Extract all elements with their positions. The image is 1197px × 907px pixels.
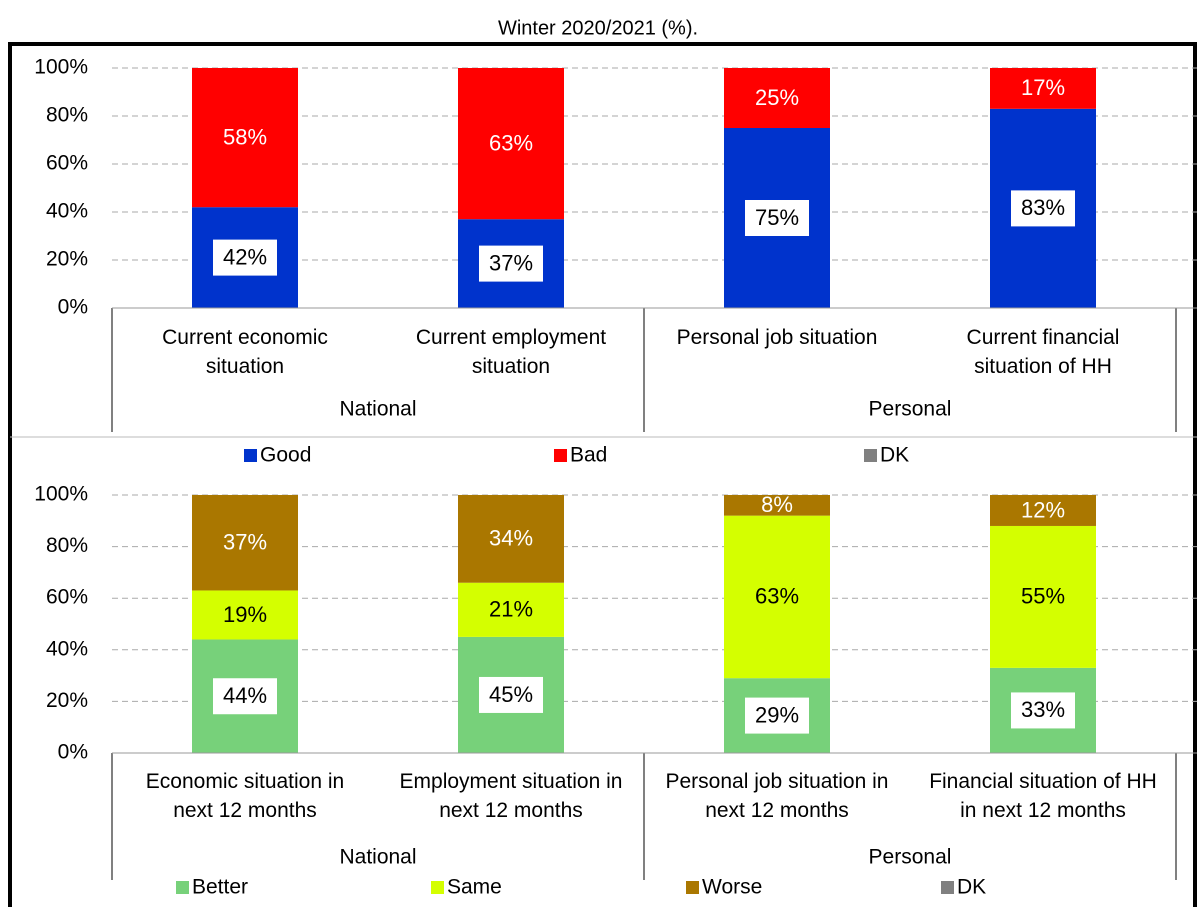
y-tick-label: 20% xyxy=(46,248,88,271)
data-label: 29% xyxy=(755,702,799,727)
group-label: Personal xyxy=(869,398,952,421)
legend-label: DK xyxy=(880,444,909,467)
x-tick-label: Current financial situation of HH xyxy=(966,326,1120,378)
x-tick-label: Personal job situation in next 12 months xyxy=(665,770,889,822)
data-label: 34% xyxy=(489,526,533,551)
x-tick-label: Personal job situation xyxy=(676,326,878,349)
data-label: 25% xyxy=(755,85,799,110)
y-tick-label: 100% xyxy=(34,56,88,79)
bar-segment xyxy=(724,515,830,679)
x-tick-label: Economic situation in next 12 months xyxy=(145,770,345,822)
label-box xyxy=(479,676,543,713)
x-tick-label: Financial situation of HH in next 12 mon… xyxy=(929,770,1157,822)
y-tick-label: 40% xyxy=(46,200,88,223)
data-label: 83% xyxy=(1021,195,1065,220)
chart-title: Winter 2020/2021 (%). xyxy=(498,17,698,39)
legend-marker xyxy=(176,881,189,894)
data-label: 8% xyxy=(761,492,793,517)
legend-label: Worse xyxy=(702,876,762,899)
data-label: 63% xyxy=(489,130,533,155)
bar-segment xyxy=(724,495,830,516)
y-tick-label: 100% xyxy=(34,483,88,506)
bar-segment xyxy=(192,495,298,591)
data-label: 45% xyxy=(489,682,533,707)
bar-segment xyxy=(458,582,564,637)
data-label: 21% xyxy=(489,597,533,622)
label-box xyxy=(213,678,277,715)
data-label: 37% xyxy=(223,530,267,555)
legend-label: Same xyxy=(447,876,502,899)
legend-marker xyxy=(864,449,877,462)
legend-marker xyxy=(941,881,954,894)
label-box xyxy=(479,245,543,282)
data-label: 75% xyxy=(755,205,799,230)
legend-label: Bad xyxy=(570,444,607,467)
data-label: 44% xyxy=(223,683,267,708)
bar-segment xyxy=(990,525,1096,668)
bar-segment xyxy=(192,68,298,208)
x-tick-label: Employment situation in next 12 months xyxy=(399,770,623,822)
bar-segment xyxy=(990,68,1096,109)
data-label: 58% xyxy=(223,124,267,149)
group-label: National xyxy=(339,846,416,869)
legend-marker xyxy=(431,881,444,894)
data-label: 19% xyxy=(223,602,267,627)
group-label: Personal xyxy=(869,846,952,869)
x-tick-label: Current employment situation xyxy=(415,326,607,378)
legend-label: Good xyxy=(260,444,311,467)
y-tick-label: 60% xyxy=(46,152,88,175)
data-label: 12% xyxy=(1021,497,1065,522)
y-tick-label: 40% xyxy=(46,637,88,660)
data-label: 37% xyxy=(489,250,533,275)
frame xyxy=(8,42,1197,907)
label-box xyxy=(213,239,277,276)
bar-segment xyxy=(458,495,564,583)
x-tick-label: Current economic situation xyxy=(162,326,328,378)
y-tick-label: 80% xyxy=(46,534,88,557)
legend-label: DK xyxy=(957,876,986,899)
data-label: 55% xyxy=(1021,584,1065,609)
legend-marker xyxy=(686,881,699,894)
y-tick-label: 20% xyxy=(46,689,88,712)
y-tick-label: 60% xyxy=(46,586,88,609)
y-tick-label: 0% xyxy=(58,296,88,319)
bar-segment xyxy=(724,68,830,128)
legend-marker xyxy=(554,449,567,462)
y-tick-label: 80% xyxy=(46,104,88,127)
data-label: 42% xyxy=(223,244,267,269)
y-tick-label: 0% xyxy=(58,741,88,764)
legend-label: Better xyxy=(192,876,248,899)
data-label: 63% xyxy=(755,584,799,609)
label-box xyxy=(745,200,809,236)
data-label: 17% xyxy=(1021,75,1065,100)
bar-segment xyxy=(458,68,564,220)
bar-segment xyxy=(990,495,1096,526)
label-box xyxy=(1011,190,1075,227)
group-label: National xyxy=(339,398,416,421)
legend-marker xyxy=(244,449,257,462)
label-box xyxy=(1011,692,1075,729)
data-label: 33% xyxy=(1021,697,1065,722)
bar-segment xyxy=(192,590,298,640)
label-box xyxy=(745,697,809,734)
